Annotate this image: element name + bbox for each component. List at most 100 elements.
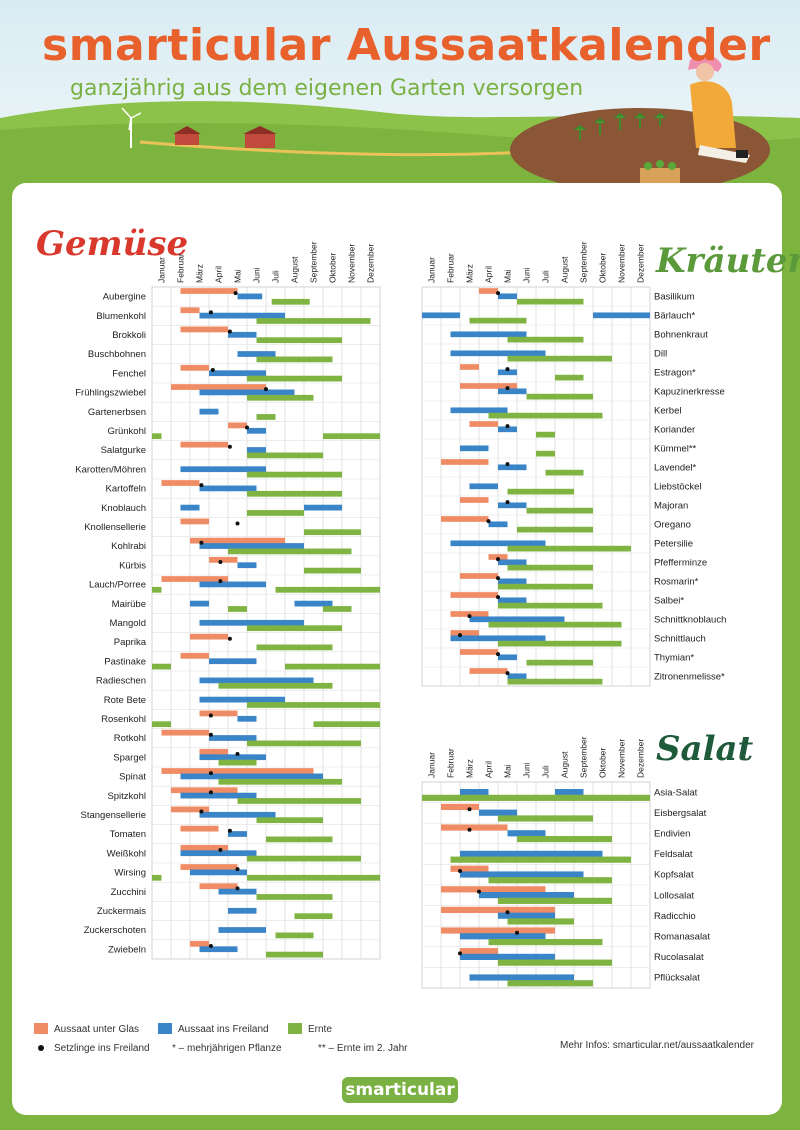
dot-setzlinge bbox=[505, 462, 510, 467]
dot-setzlinge bbox=[505, 386, 510, 391]
bar-ernte bbox=[152, 586, 162, 593]
dot-setzlinge bbox=[227, 329, 232, 334]
bar-ernte bbox=[266, 836, 333, 843]
bar-freiland bbox=[294, 600, 333, 607]
bar-glas bbox=[180, 307, 200, 314]
bar-freiland bbox=[479, 892, 574, 899]
bar-freiland bbox=[450, 635, 546, 642]
bar-freiland bbox=[593, 312, 650, 319]
row-label: Fenchel bbox=[112, 368, 146, 379]
legend-ernte-label: Ernte bbox=[308, 1024, 332, 1035]
row-label: Pfefferminze bbox=[654, 558, 707, 569]
month-label: Juni bbox=[522, 267, 532, 283]
legend-mehrjaehrig: * – mehrjährigen Pflanze bbox=[172, 1043, 282, 1054]
legend-zweites-jahr: ** – Ernte im 2. Jahr bbox=[318, 1043, 408, 1054]
month-label: Juli bbox=[271, 270, 281, 283]
bar-glas bbox=[460, 649, 498, 655]
dot-setzlinge bbox=[467, 614, 472, 619]
bar-freiland bbox=[488, 521, 508, 528]
bar-ernte bbox=[450, 856, 631, 863]
bar-freiland bbox=[180, 504, 200, 511]
row-label: Knoblauch bbox=[101, 503, 146, 514]
bar-ernte bbox=[247, 490, 342, 497]
bar-glas bbox=[180, 864, 238, 870]
row-label: Stangensellerie bbox=[81, 810, 147, 821]
row-label: Pflücksalat bbox=[654, 973, 700, 984]
bar-freiland bbox=[199, 696, 285, 703]
bar-ernte bbox=[247, 394, 314, 401]
bar-ernte bbox=[247, 452, 323, 459]
row-label: Brokkoli bbox=[112, 330, 146, 341]
dot-setzlinge bbox=[235, 521, 240, 526]
row-label: Zitronenmelisse* bbox=[654, 672, 725, 683]
bar-ernte bbox=[545, 469, 584, 476]
bar-ernte bbox=[271, 298, 310, 305]
bar-glas bbox=[199, 748, 228, 755]
bar-ernte bbox=[498, 815, 593, 822]
row-label: Blumenkohl bbox=[96, 311, 146, 322]
bar-glas bbox=[469, 421, 498, 427]
bar-ernte bbox=[247, 855, 361, 862]
row-label: Zuckerschoten bbox=[84, 925, 146, 936]
bar-glas bbox=[180, 518, 209, 525]
bar-freiland bbox=[498, 369, 517, 376]
bar-freiland bbox=[469, 616, 565, 623]
bar-glas bbox=[180, 844, 228, 851]
row-label: Kapuzinerkresse bbox=[654, 387, 725, 398]
bar-glas bbox=[441, 886, 546, 893]
dot-setzlinge bbox=[208, 943, 213, 948]
bar-ernte bbox=[498, 640, 622, 647]
bar-freiland bbox=[218, 927, 266, 933]
dot-setzlinge bbox=[458, 633, 462, 638]
row-label: Pastinake bbox=[104, 656, 146, 667]
section-title: Kräuter bbox=[655, 241, 800, 281]
bar-freiland bbox=[218, 888, 257, 895]
bar-ernte bbox=[256, 356, 333, 363]
bar-ernte bbox=[507, 980, 593, 987]
bar-ernte bbox=[294, 913, 333, 920]
bar-ernte bbox=[266, 951, 323, 958]
dot-setzlinge bbox=[467, 807, 472, 812]
row-label: Rotkohl bbox=[114, 733, 146, 744]
bar-freiland bbox=[247, 447, 266, 453]
month-label: November bbox=[617, 739, 627, 778]
bar-ernte bbox=[526, 393, 593, 400]
bar-freiland bbox=[498, 597, 527, 604]
dot-setzlinge bbox=[218, 579, 223, 584]
bar-ernte bbox=[256, 337, 342, 344]
row-label: Kerbel bbox=[654, 406, 681, 417]
bar-ernte bbox=[422, 794, 650, 801]
salat-chart: Salat Januar Februar März April Mai Juni Juli Au… bbox=[421, 729, 754, 989]
bar-freiland bbox=[180, 466, 266, 473]
row-label: Kartoffeln bbox=[106, 484, 147, 495]
row-label: Kopfsalat bbox=[654, 870, 694, 881]
legend-setzlinge-label: Setzlinge ins Freiland bbox=[54, 1043, 150, 1054]
row-label: Rote Bete bbox=[104, 695, 146, 706]
row-label: Koriander bbox=[654, 425, 695, 436]
row-label: Paprika bbox=[114, 637, 147, 648]
bar-freiland bbox=[498, 912, 555, 919]
dot-setzlinge bbox=[505, 367, 510, 372]
month-label: August bbox=[560, 256, 570, 283]
month-label: Dezember bbox=[366, 244, 376, 283]
bar-glas bbox=[479, 288, 498, 294]
bar-freiland bbox=[555, 789, 584, 796]
bar-glas bbox=[460, 497, 489, 503]
bar-ernte bbox=[507, 488, 574, 495]
bar-ernte bbox=[218, 778, 342, 785]
legend-glas-label: Aussaat unter Glas bbox=[54, 1024, 139, 1035]
bar-freiland bbox=[304, 504, 342, 511]
row-label: Zucchini bbox=[111, 887, 146, 898]
bar-freiland bbox=[209, 658, 257, 665]
row-label: Salatgurke bbox=[101, 445, 146, 456]
dot-setzlinge bbox=[199, 483, 204, 488]
dot-setzlinge bbox=[208, 310, 213, 315]
legend-glas-swatch bbox=[34, 1023, 48, 1034]
row-label: Schnittlauch bbox=[654, 634, 706, 645]
bar-freiland bbox=[498, 578, 527, 585]
dot-setzlinge bbox=[496, 576, 500, 581]
row-label: Lollosalat bbox=[654, 890, 694, 901]
row-label: Bärlauch* bbox=[654, 311, 695, 322]
bar-freiland bbox=[450, 350, 546, 357]
